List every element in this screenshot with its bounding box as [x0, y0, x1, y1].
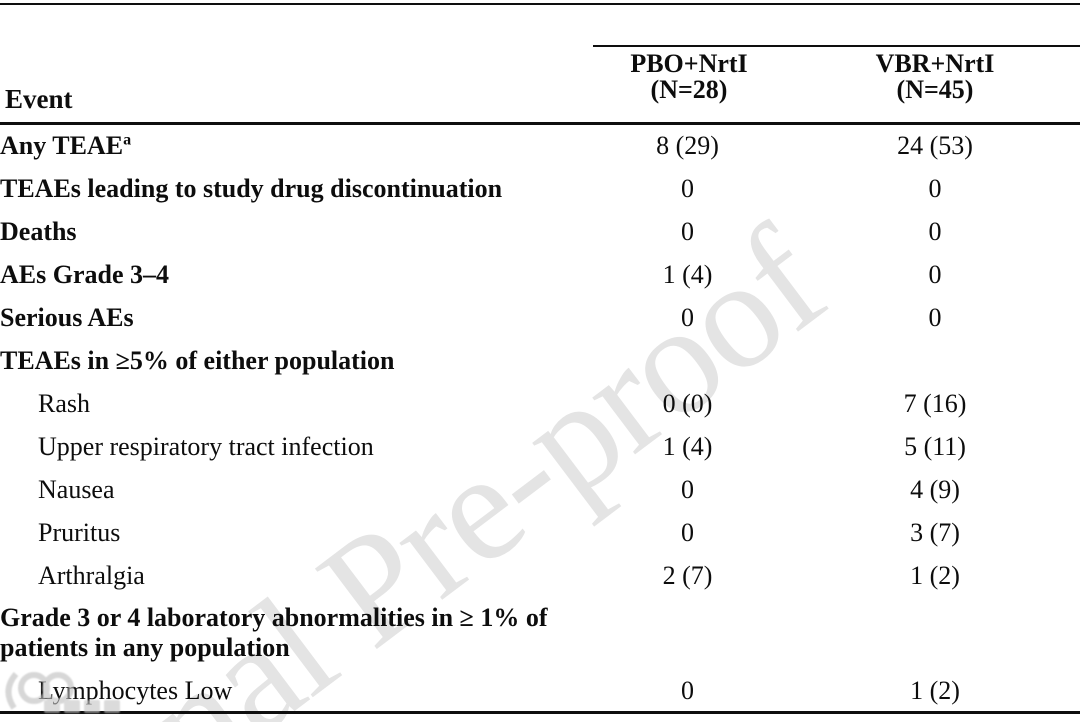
- pbo-value: 0 (0): [662, 388, 713, 418]
- column-header-event: Event: [5, 84, 73, 114]
- event-label: Any TEAEa: [0, 130, 132, 160]
- table-row: Upper respiratory tract infection 1 (4) 5 …: [0, 425, 1080, 468]
- pbo-value: 0: [681, 173, 694, 203]
- event-label: Pruritus: [38, 517, 121, 547]
- column-group-rule: [593, 45, 1080, 47]
- spacer-cell: [1070, 167, 1080, 210]
- event-label: Rash: [38, 388, 90, 418]
- event-label: Lymphocytes Low: [38, 675, 233, 705]
- spacer-cell: [1070, 511, 1080, 554]
- vbr-value: 1 (2): [910, 560, 960, 590]
- event-label: Deaths: [0, 216, 77, 246]
- vbr-value: 1 (2): [910, 675, 960, 705]
- table-row: Grade 3 or 4 laboratory abnormalities in…: [0, 597, 1080, 669]
- pbo-value: 0: [681, 474, 694, 504]
- spacer-cell: [1070, 597, 1080, 669]
- spacer-cell: [1070, 339, 1080, 382]
- event-label: Serious AEs: [0, 302, 134, 332]
- vbr-value: 0: [928, 173, 942, 203]
- table-row: TEAEs in ≥5% of either population: [0, 339, 1080, 382]
- pbo-group-label: PBO+NrtI: [630, 49, 748, 78]
- event-label: Nausea: [38, 474, 115, 504]
- vbr-value: 5 (11): [904, 431, 966, 461]
- footnote-marker: a: [123, 130, 132, 148]
- table-row: Arthralgia 2 (7) 1 (2): [0, 554, 1080, 597]
- pbo-value: 8 (29): [656, 130, 719, 160]
- adverse-events-table: Any TEAEa 8 (29) 24 (53) TEAEs leading to s…: [0, 124, 1080, 712]
- vbr-value: 24 (53): [897, 130, 973, 160]
- column-header-vbr: VBR+NrtI (N=45): [805, 51, 1065, 103]
- vbr-value: 3 (7): [910, 517, 960, 547]
- spacer-cell: [1070, 468, 1080, 511]
- event-label: TEAEs leading to study drug discontinuat…: [0, 173, 503, 203]
- table-row: AEs Grade 3–4 1 (4) 0: [0, 253, 1080, 296]
- vbr-value: 0: [928, 302, 942, 332]
- table-row: TEAEs leading to study drug discontinuat…: [0, 167, 1080, 210]
- pbo-value: [575, 339, 800, 382]
- vbr-value: 0: [928, 259, 942, 289]
- table-top-rule: [0, 3, 1080, 5]
- pbo-value: 2 (7): [662, 560, 713, 590]
- table-row: Serious AEs 0 0: [0, 296, 1080, 339]
- vbr-value: 0: [928, 216, 942, 246]
- spacer-cell: [1070, 253, 1080, 296]
- vbr-value: [800, 339, 1070, 382]
- spacer-cell: [1070, 296, 1080, 339]
- pbo-value: 1 (4): [662, 431, 713, 461]
- table-row: Pruritus 0 3 (7): [0, 511, 1080, 554]
- spacer-cell: [1070, 425, 1080, 468]
- pbo-value: 1 (4): [662, 259, 713, 289]
- spacer-cell: [1070, 669, 1080, 712]
- vbr-n-label: (N=45): [896, 75, 974, 104]
- vbr-group-label: VBR+NrtI: [875, 49, 995, 78]
- table-bottom-rule: [0, 711, 1080, 714]
- table-row: Any TEAEa 8 (29) 24 (53): [0, 124, 1080, 167]
- event-label: Arthralgia: [38, 560, 145, 590]
- spacer-cell: [1070, 554, 1080, 597]
- pbo-value: 0: [681, 302, 694, 332]
- pbo-value: 0: [681, 216, 694, 246]
- spacer-cell: [1070, 124, 1080, 167]
- vbr-value: 4 (9): [910, 474, 960, 504]
- spacer-cell: [1070, 210, 1080, 253]
- pbo-n-label: (N=28): [650, 75, 728, 104]
- table-row: Deaths 0 0: [0, 210, 1080, 253]
- column-header-pbo: PBO+NrtI (N=28): [579, 51, 799, 103]
- table-row: Nausea 0 4 (9): [0, 468, 1080, 511]
- event-label: Grade 3 or 4 laboratory abnormalities in…: [0, 603, 548, 662]
- vbr-value: [800, 597, 1070, 669]
- table-row: Rash 0 (0) 7 (16): [0, 382, 1080, 425]
- pbo-value: [575, 597, 800, 669]
- vbr-value: 7 (16): [903, 388, 967, 418]
- pbo-value: 0: [681, 517, 694, 547]
- event-label: TEAEs in ≥5% of either population: [0, 345, 395, 375]
- spacer-cell: [1070, 382, 1080, 425]
- event-label: AEs Grade 3–4: [0, 259, 169, 289]
- pbo-value: 0: [681, 675, 694, 705]
- event-label: Upper respiratory tract infection: [38, 431, 374, 461]
- header-bottom-rule: [0, 122, 1080, 125]
- table-row: Lymphocytes Low 0 1 (2): [0, 669, 1080, 712]
